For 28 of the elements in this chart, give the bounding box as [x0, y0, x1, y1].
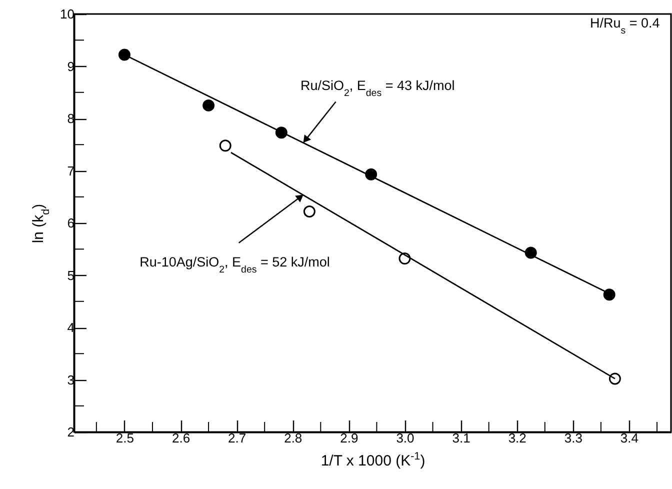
annotation: Ru-10Ag/SiO$_{2}$, E$_{des}$ = 52 kJ/mol	[140, 254, 330, 276]
point	[608, 372, 621, 385]
point	[603, 288, 616, 301]
x-tick-label: 2.6	[172, 430, 190, 446]
x-tick-label: 2.7	[228, 430, 246, 446]
annotation: H/Ru$_{s}$ = 0.4	[590, 15, 660, 36]
y-tick-label: 10	[60, 6, 74, 22]
y-tick-label: 5	[67, 268, 74, 283]
point	[219, 140, 232, 152]
y-tick-label: 3	[67, 372, 74, 388]
x-tick-label: 3.3	[564, 430, 582, 446]
y-tick-label: 2	[67, 424, 74, 440]
x-tick-label: 3.4	[620, 430, 638, 446]
y-tick-label: 7	[67, 163, 74, 178]
x-tick-label: 3.2	[508, 430, 526, 446]
x-axis-title: 1/T x 1000 (K$^{-1}$)	[320, 450, 426, 470]
y-tick-label: 4	[67, 320, 74, 335]
y-tick-label: 6	[67, 216, 74, 230]
point	[202, 99, 215, 112]
annotation: Ru/SiO$_{2}$, E$_{des}$ = 43 kJ/mol	[300, 78, 455, 99]
point	[118, 48, 130, 61]
point	[303, 206, 316, 218]
x-tick-label: 2.5	[116, 430, 134, 446]
x-tick-label: 3.0	[396, 430, 414, 446]
y-tick-label: 8	[67, 111, 74, 126]
x-tick-label: 2.8	[284, 430, 302, 446]
x-tick-label: 2.9	[340, 430, 358, 446]
x-tick-label: 3.1	[452, 430, 470, 446]
